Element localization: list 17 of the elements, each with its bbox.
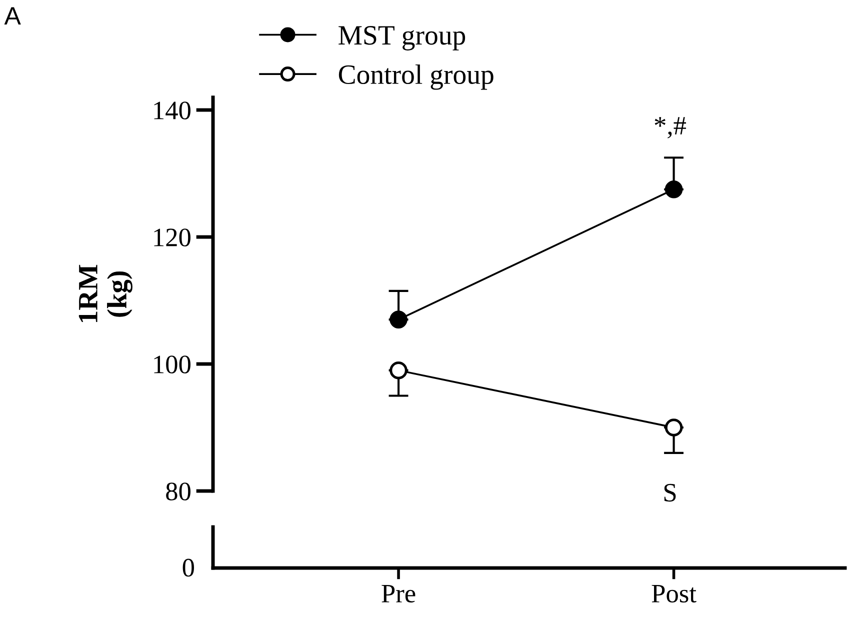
text: A [4,7,21,24]
legend-label: Control group [338,64,494,90]
y-axis-title: 1RM (kg) [78,264,132,322]
y-tick-label: 120 [154,228,190,246]
y-tick-label: 140 [154,102,190,120]
point [664,180,683,198]
point [664,418,683,436]
text: 0 [182,558,194,577]
annotation: *,# [654,117,686,138]
point [390,310,408,328]
y-tick-label: 100 [154,356,190,374]
y-tick-label: 80 [166,482,190,500]
point [390,361,408,380]
x-tick-label: Pre [382,585,416,603]
annotation: S [664,484,676,502]
x-tick-label: Post [652,585,696,603]
legend-label: MST group [338,26,466,50]
